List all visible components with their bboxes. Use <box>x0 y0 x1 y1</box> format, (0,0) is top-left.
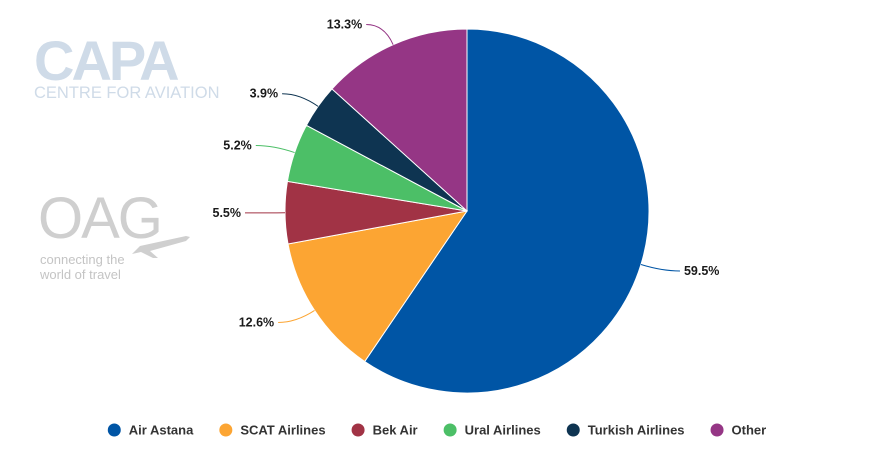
data-label-bek-air: 5.5% <box>213 206 242 220</box>
pie-labels: 59.5% 12.6% 5.5% 5.2% 3.9% 13.3% <box>213 18 720 330</box>
data-label-scat-airlines: 12.6% <box>239 315 274 329</box>
legend-label-turkish-airlines: Turkish Airlines <box>588 423 685 438</box>
legend-marker-ural-airlines <box>443 423 457 437</box>
data-label-ural-airlines: 5.2% <box>223 139 252 153</box>
capa-logo-subtitle: CENTRE FOR AVIATION <box>34 84 220 102</box>
legend-item-ural-airlines[interactable]: Ural Airlines <box>443 423 541 438</box>
oag-logo: OAG connecting the world of travel <box>38 186 190 282</box>
capa-logo: CAPA CENTRE FOR AVIATION <box>34 29 220 102</box>
connector-turkish-airlines <box>282 93 319 107</box>
legend-marker-turkish-airlines <box>566 423 580 437</box>
legend-marker-other <box>710 423 724 437</box>
legend: Air Astana SCAT Airlines Bek Air Ural Airli… <box>107 423 767 438</box>
pie-slice-other <box>331 28 468 213</box>
connector-other <box>366 24 394 45</box>
pie-slice-scat-airlines <box>287 210 469 363</box>
oag-tagline-line-2: world of travel <box>39 267 121 282</box>
legend-item-bek-air[interactable]: Bek Air <box>351 423 418 438</box>
legend-label-scat-airlines: SCAT Airlines <box>240 423 325 438</box>
legend-item-scat-airlines[interactable]: SCAT Airlines <box>219 423 326 438</box>
connector-ural-airlines <box>255 145 295 154</box>
pie-slice-air-astana <box>364 28 650 394</box>
legend-item-turkish-airlines[interactable]: Turkish Airlines <box>566 423 685 438</box>
legend-label-bek-air: Bek Air <box>373 423 418 438</box>
legend-label-other: Other <box>732 423 767 438</box>
legend-marker-scat-airlines <box>219 423 233 437</box>
data-label-air-astana: 59.5% <box>684 264 719 278</box>
connector-scat-airlines <box>278 310 315 323</box>
oag-tagline-line-1: connecting the <box>40 252 125 267</box>
data-label-other: 13.3% <box>327 18 362 32</box>
pie-slices <box>284 28 650 394</box>
connector-air-astana <box>640 264 680 272</box>
legend-item-other[interactable]: Other <box>710 423 767 438</box>
legend-marker-bek-air <box>351 423 365 437</box>
legend-label-ural-airlines: Ural Airlines <box>465 423 541 438</box>
airplane-icon <box>132 236 190 258</box>
legend-label-air-astana: Air Astana <box>129 423 194 438</box>
oag-logo-text: OAG <box>38 186 161 251</box>
capa-logo-text: CAPA <box>34 29 178 92</box>
legend-marker-air-astana <box>107 423 121 437</box>
data-label-turkish-airlines: 3.9% <box>250 87 279 101</box>
legend-item-air-astana[interactable]: Air Astana <box>107 423 194 438</box>
